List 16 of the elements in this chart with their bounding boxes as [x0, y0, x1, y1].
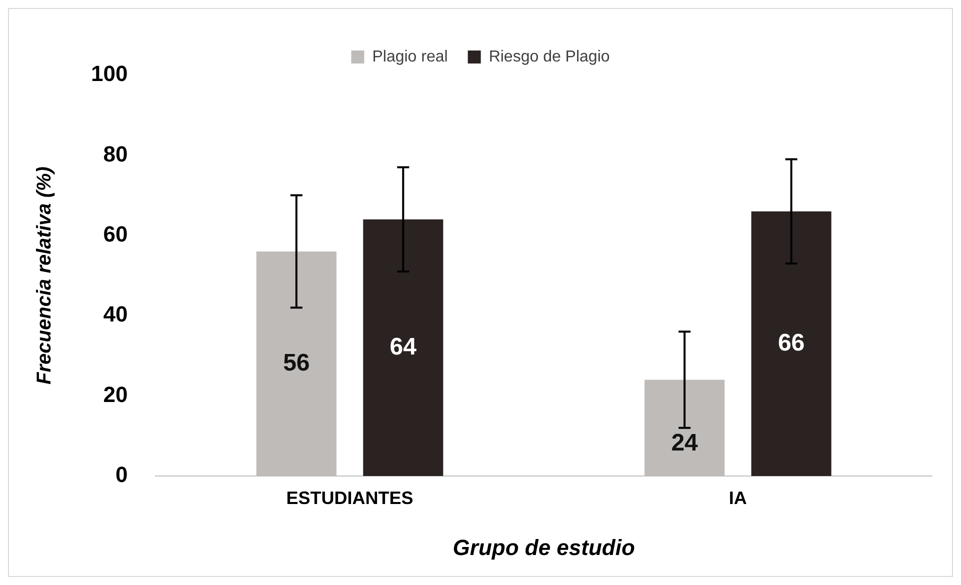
legend-label: Riesgo de Plagio [488, 48, 610, 66]
data-label: 24 [671, 430, 699, 457]
y-tick-label: 100 [90, 61, 128, 86]
y-tick-label: 20 [103, 382, 128, 407]
x-axis-title: Grupo de estudio [452, 534, 635, 560]
x-tick-label: IA [728, 488, 747, 508]
y-tick-label: 40 [103, 302, 128, 327]
data-label: 66 [778, 329, 805, 356]
y-tick-label: 0 [115, 462, 128, 488]
y-tick-label: 60 [103, 221, 128, 246]
data-label: 56 [283, 349, 310, 376]
legend-label: Plagio real [372, 48, 448, 66]
x-tick-label: ESTUDIANTES [286, 488, 414, 508]
y-axis-title: Frecuencia relativa (%) [34, 166, 56, 384]
y-tick-label: 80 [103, 141, 128, 166]
data-label: 64 [390, 333, 418, 360]
